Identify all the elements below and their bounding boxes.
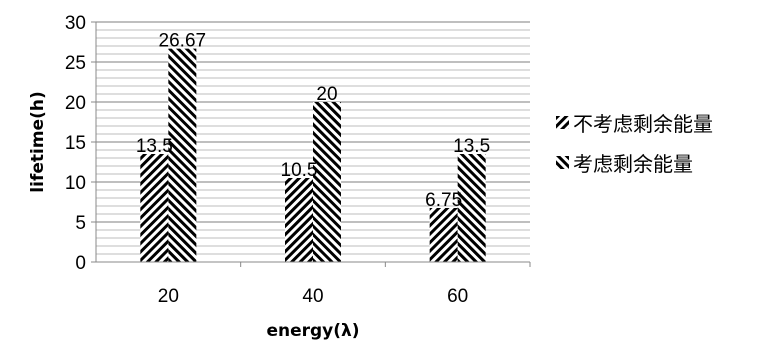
y-axis-title: lifetime(h): [28, 91, 48, 192]
x-tick-label: 20: [158, 286, 179, 307]
y-tick-label: 15: [65, 133, 86, 154]
data-label: 10.5: [281, 160, 318, 181]
y-tick-label: 0: [75, 253, 86, 274]
x-tick-label: 40: [302, 286, 323, 307]
y-tick-label: 5: [75, 213, 86, 234]
bar-series-2: [313, 102, 341, 262]
bars: [140, 48, 486, 262]
x-tick-label: 60: [447, 286, 468, 307]
data-labels: 13.5 26.67 10.5 20 6.75 13.5: [136, 31, 490, 211]
y-tick-labels: 0 5 10 15 20 25 30: [65, 13, 96, 274]
legend-item-series-1: 不考虑剩余能量: [556, 102, 713, 142]
legend-item-series-2: 考虑剩余能量: [556, 142, 713, 182]
data-label: 13.5: [453, 136, 490, 157]
data-label: 26.67: [159, 31, 207, 52]
legend-label-series-2: 考虑剩余能量: [573, 151, 693, 176]
x-tick-labels: 20 40 60: [158, 262, 531, 307]
bar-series-1: [285, 178, 313, 262]
data-label: 13.5: [136, 136, 173, 157]
bar-series-1: [429, 208, 458, 262]
legend: 不考虑剩余能量 考虑剩余能量: [556, 102, 713, 182]
bar-series-2: [457, 154, 486, 262]
data-label: 20: [316, 84, 337, 105]
bar-series-1: [140, 154, 169, 262]
x-axis-title: energy(λ): [266, 321, 359, 341]
y-tick-label: 20: [65, 93, 86, 114]
legend-swatch-series-1: [556, 115, 569, 129]
legend-swatch-series-2: [556, 155, 569, 169]
y-tick-label: 25: [65, 53, 86, 74]
data-label: 6.75: [425, 190, 462, 211]
bar-series-2: [168, 48, 197, 262]
y-tick-label: 10: [65, 173, 86, 194]
legend-label-series-1: 不考虑剩余能量: [573, 111, 713, 136]
y-tick-label: 30: [65, 13, 86, 34]
